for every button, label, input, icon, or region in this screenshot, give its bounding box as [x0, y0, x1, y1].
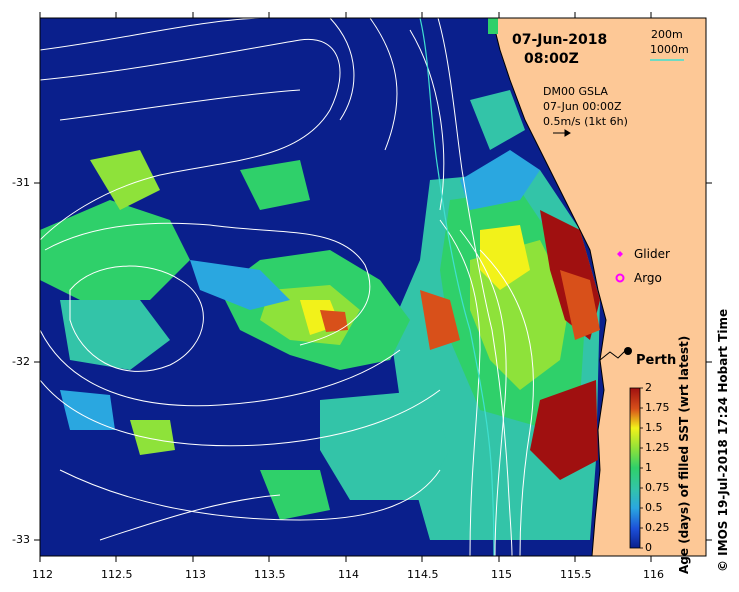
x-tick-label: 116 [643, 568, 664, 581]
gsla-product: DM00 GSLA [543, 85, 608, 98]
sla-contours [40, 18, 534, 556]
colorbar-tick-label: 0.5 [645, 501, 663, 514]
y-tick-label: -31 [12, 176, 30, 189]
x-axis-ticks [39, 12, 652, 562]
glider-icon [617, 251, 623, 257]
x-tick-label: 114 [338, 568, 359, 581]
colorbar-tick-label: 1.25 [645, 441, 670, 454]
map-frame [39, 17, 707, 557]
y-tick-label: -33 [12, 533, 30, 546]
glider-label: Glider [634, 247, 670, 261]
isobath-200m-label: 200m [651, 28, 683, 41]
x-tick-label: 115 [491, 568, 512, 581]
velocity-scale-arrow [553, 129, 571, 137]
y-axis-ticks [34, 182, 712, 541]
x-tick-label: 112 [32, 568, 53, 581]
colorbar-tick-label: 1.5 [645, 421, 663, 434]
velocity-scale-label: 0.5m/s (1kt 6h) [543, 115, 628, 128]
x-tick-label: 115.5 [560, 568, 592, 581]
colorbar-tick-label: 1.75 [645, 401, 670, 414]
land-area [492, 18, 706, 556]
perth-marker [624, 347, 632, 355]
y-tick-label: -32 [12, 355, 30, 368]
colorbar-tick-label: 2 [645, 381, 652, 394]
isobath-1000m [419, 18, 495, 556]
coastline [491, 18, 607, 556]
argo-icon [615, 273, 625, 283]
isobath-1000m-label: 1000m [650, 43, 689, 56]
x-tick-label: 113 [185, 568, 206, 581]
colorbar-tick-label: 1 [645, 461, 652, 474]
isobath-200m [437, 18, 513, 556]
x-tick-label: 112.5 [101, 568, 133, 581]
gsla-time: 07-Jun 00:00Z [543, 100, 622, 113]
colorbar-tick-label: 0 [645, 541, 652, 554]
colorbar [629, 387, 641, 549]
sst-patches [40, 90, 600, 540]
colorbar-tick-label: 0.25 [645, 521, 670, 534]
colorbar-ticks [640, 387, 643, 549]
colorbar-title: Age (days) of filled SST (wrt latest) [677, 335, 691, 574]
argo-label: Argo [634, 271, 662, 285]
credit-text: © IMOS 19-Jul-2018 17:24 Hobart Time [716, 308, 730, 572]
swan-river [599, 349, 627, 361]
x-tick-label: 114.5 [407, 568, 439, 581]
map-date: 07-Jun-2018 [512, 32, 608, 48]
city-label: Perth [636, 353, 677, 368]
x-tick-label: 113.5 [254, 568, 286, 581]
map-time: 08:00Z [524, 51, 579, 67]
colorbar-tick-label: 0.75 [645, 481, 670, 494]
